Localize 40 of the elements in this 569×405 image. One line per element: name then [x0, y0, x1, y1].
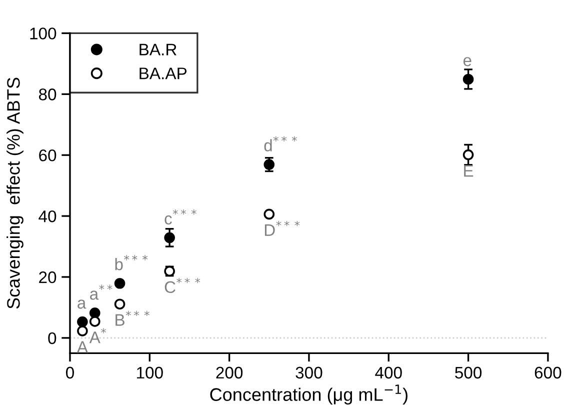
annotation: c$^{***}$	[164, 209, 196, 225]
legend-label: BA.AP	[140, 68, 187, 80]
annotation: E	[464, 165, 474, 177]
x-tick-label: 200	[216, 366, 243, 379]
annotation: B$^{***}$	[116, 310, 150, 326]
annotation: e	[463, 57, 472, 66]
point	[77, 326, 88, 336]
y-tick-label: 60	[39, 149, 56, 162]
point	[264, 159, 275, 170]
x-axis-title: Concentration (μg mL$^{−1}$)	[210, 384, 408, 405]
annotation: D$^{***}$	[264, 220, 300, 236]
point	[264, 208, 275, 220]
annotation: d$^{***}$	[264, 136, 297, 152]
point	[462, 149, 474, 160]
annotation: a$^{**}$	[90, 284, 112, 300]
x-tick-label: 300	[296, 366, 322, 379]
x-tick-label: 0	[66, 366, 74, 379]
annotation: b$^{***}$	[115, 255, 148, 270]
x-tick-label: 500	[455, 366, 482, 379]
y-tick-label: 80	[38, 88, 56, 100]
point	[462, 74, 474, 85]
annotation: a	[78, 300, 86, 309]
point	[89, 308, 100, 318]
point	[77, 316, 88, 328]
point	[114, 298, 126, 310]
x-tick-label: 400	[375, 366, 402, 379]
y-tick-label: 100	[30, 28, 56, 40]
y-axis-title: Scavenging effect (%) ABTS	[6, 78, 24, 309]
annotation: C$^{***}$	[164, 278, 200, 294]
x-tick-label: 100	[137, 366, 163, 379]
y-tick-label: 20	[39, 271, 56, 284]
point	[164, 232, 175, 244]
x-tick-label: 600	[534, 366, 562, 379]
point	[89, 316, 100, 327]
y-tick-label: 40	[38, 210, 56, 222]
y-tick-label: 0	[48, 332, 56, 344]
point	[114, 278, 126, 289]
legend-label: BA.R	[140, 44, 176, 56]
annotation: A$^{*}$	[89, 328, 106, 344]
annotation: A	[76, 341, 88, 353]
